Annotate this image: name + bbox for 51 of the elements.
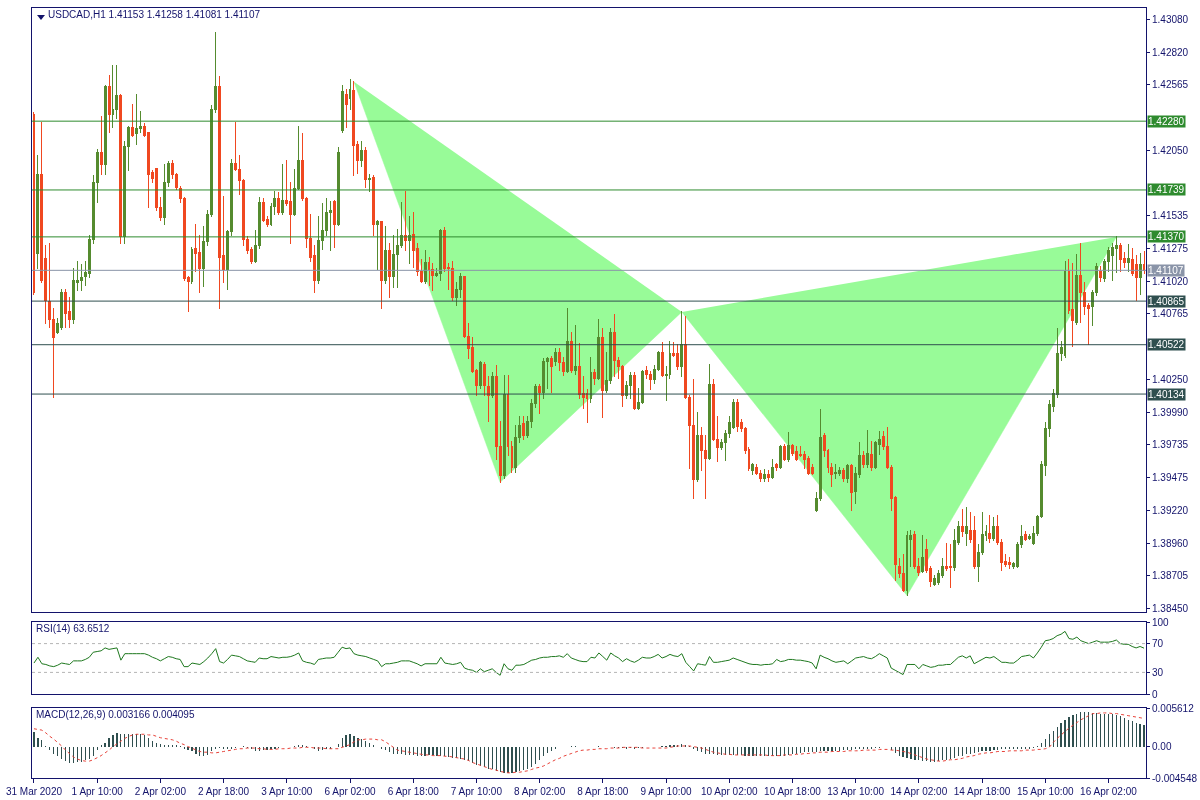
y-tick-label: 1.40765 <box>1152 308 1189 320</box>
x-tick-label: 10 Apr 18:00 <box>764 786 822 797</box>
y-tick-label: 70 <box>1152 638 1164 650</box>
ref-line-label: 1.41370 <box>1148 231 1185 242</box>
x-tick-label: 2 Apr 18:00 <box>198 786 250 797</box>
chart-title: MACD(12,26,9) 0.003166 0.004095 <box>36 709 195 720</box>
y-tick-label: 100 <box>1152 616 1170 628</box>
x-tick-label: 1 Apr 10:00 <box>71 786 124 797</box>
x-tick-label: 6 Apr 18:00 <box>387 786 440 797</box>
y-tick-label: 0.005612 <box>1152 702 1195 714</box>
chart-title: USDCAD,H1 1.41153 1.41258 1.41081 1.41107 <box>48 9 261 20</box>
y-tick-label: 1.41275 <box>1152 243 1189 255</box>
ref-line-label: 1.40522 <box>1148 339 1185 350</box>
x-tick-label: 31 Mar 2020 <box>5 786 63 797</box>
y-tick-label: 1.39990 <box>1152 406 1189 418</box>
x-tick-label: 7 Apr 10:00 <box>450 786 503 797</box>
x-tick-label: 10 Apr 02:00 <box>700 786 759 797</box>
x-tick-label: 9 Apr 10:00 <box>640 786 693 797</box>
x-tick-label: 13 Apr 10:00 <box>827 786 885 797</box>
y-tick-label: 1.39735 <box>1152 439 1189 451</box>
y-tick-label: 1.41535 <box>1152 210 1189 222</box>
y-tick-label: 0 <box>1152 688 1158 700</box>
x-tick-label: 8 Apr 02:00 <box>514 786 566 797</box>
y-tick-label: 1.42050 <box>1152 144 1189 156</box>
ref-line-label: 1.41107 <box>1148 265 1184 276</box>
y-tick-label: 1.39475 <box>1152 472 1189 484</box>
y-tick-label: 1.42820 <box>1152 47 1189 59</box>
x-tick-label: 16 Apr 02:00 <box>1080 786 1138 797</box>
y-tick-label: 30 <box>1152 666 1164 678</box>
x-tick-label: 8 Apr 18:00 <box>577 786 629 797</box>
ref-line-label: 1.41739 <box>1148 184 1185 195</box>
x-tick-label: 3 Apr 10:00 <box>261 786 313 797</box>
y-tick-label: 1.41020 <box>1152 275 1189 287</box>
y-tick-label: 1.42565 <box>1152 79 1189 91</box>
ref-line-label: 1.40865 <box>1148 296 1185 307</box>
y-tick-label: 0.00 <box>1152 741 1172 753</box>
y-tick-label: 1.40250 <box>1152 373 1189 385</box>
ref-line-label: 1.42280 <box>1148 116 1185 127</box>
ref-line-label: 1.40134 <box>1148 389 1185 400</box>
x-tick-label: 14 Apr 18:00 <box>953 786 1011 797</box>
x-tick-label: 6 Apr 02:00 <box>324 786 377 797</box>
y-tick-label: 1.39220 <box>1152 504 1189 516</box>
x-tick-label: 15 Apr 10:00 <box>1016 786 1075 797</box>
y-tick-label: 1.43080 <box>1152 13 1189 25</box>
y-tick-label: 1.38960 <box>1152 537 1189 549</box>
chart-title: RSI(14) 63.6512 <box>36 623 110 634</box>
y-tick-label: 1.38705 <box>1152 570 1189 582</box>
y-tick-label: -0.004548 <box>1152 772 1198 784</box>
x-tick-label: 2 Apr 02:00 <box>134 786 187 797</box>
y-tick-label: 1.38450 <box>1152 602 1189 614</box>
x-tick-label: 14 Apr 02:00 <box>890 786 948 797</box>
